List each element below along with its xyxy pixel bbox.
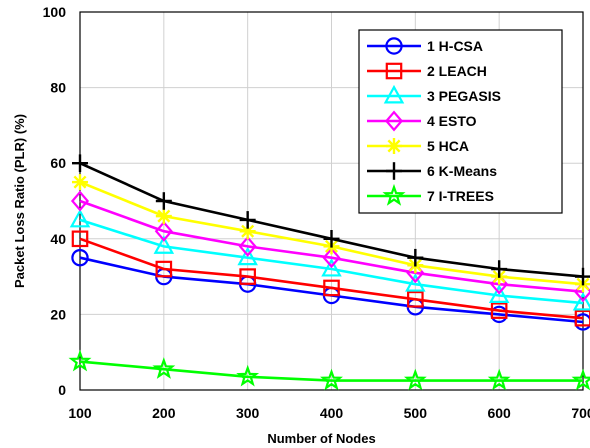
data-point [323, 230, 340, 248]
data-point [155, 192, 172, 210]
legend-label: 6 K-Means [427, 163, 497, 179]
data-point [407, 290, 424, 308]
x-axis-label: Number of Nodes [267, 431, 375, 446]
legend-marker [385, 62, 403, 80]
data-point [71, 230, 89, 248]
data-point [153, 235, 175, 254]
legend-item: 2 LEACH [367, 62, 487, 80]
x-tick-label: 700 [571, 405, 590, 421]
data-point [68, 349, 92, 372]
x-tick-label: 100 [68, 405, 92, 421]
data-point [407, 248, 424, 267]
legend-item: 5 HCA [367, 138, 469, 154]
legend-label: 1 H-CSA [427, 38, 483, 54]
data-point [491, 260, 508, 278]
series-line [79, 218, 584, 305]
legend-label: 2 LEACH [427, 63, 487, 79]
legend-item: 4 ESTO [367, 110, 477, 132]
data-point [239, 268, 256, 285]
data-point [71, 249, 89, 267]
data-point [488, 284, 510, 303]
y-tick-label: 80 [50, 80, 66, 96]
data-point [239, 211, 256, 229]
data-point [321, 257, 342, 277]
data-point [572, 291, 590, 311]
data-point [236, 364, 260, 387]
data-point [72, 154, 88, 172]
legend-marker [384, 110, 404, 132]
legend-label: 4 ESTO [427, 113, 477, 129]
data-point [238, 235, 257, 257]
data-point [69, 208, 91, 228]
legend-item: 3 PEGASIS [367, 84, 501, 104]
y-axis-label: Packet Loss Ratio (PLR) (%) [12, 114, 27, 288]
legend: 1 H-CSA 2 LEACH 3 PEGASIS 4 ESTO 5 HCA 6 K-Me… [358, 29, 563, 214]
series-k-means [72, 154, 590, 286]
x-tick-label: 300 [236, 405, 260, 421]
y-tick-label: 60 [50, 155, 66, 171]
y-tick-label: 0 [58, 382, 66, 398]
data-point [70, 190, 90, 212]
data-point [320, 368, 343, 391]
y-tick-label: 100 [43, 4, 67, 20]
legend-marker [386, 138, 402, 154]
data-point [487, 368, 511, 391]
data-point [155, 208, 172, 225]
y-tick-label: 40 [50, 231, 66, 247]
legend-item: 1 H-CSA [367, 37, 483, 55]
data-point [323, 279, 340, 297]
x-tick-label: 200 [152, 405, 176, 421]
legend-marker [383, 84, 405, 104]
data-point [403, 368, 427, 391]
series-line [79, 237, 584, 320]
legend-item: 6 K-Means [367, 162, 497, 180]
y-tick-label: 20 [50, 306, 66, 322]
series-layer [68, 154, 590, 391]
legend-marker [386, 162, 402, 180]
data-point [152, 357, 176, 379]
data-point [405, 273, 426, 292]
x-tick-label: 500 [404, 405, 428, 421]
legend-label: 3 PEGASIS [427, 88, 501, 104]
legend-item: 7 I-TREES [367, 183, 494, 206]
axis-ticks: 0 20 40 60 80 100 100 200 300 400 500 600 700 [43, 4, 590, 421]
data-point [490, 302, 508, 319]
data-point [574, 309, 590, 327]
data-point [72, 174, 88, 191]
series-line [79, 360, 583, 382]
data-point [322, 247, 341, 269]
legend-marker [382, 183, 406, 206]
data-point [571, 368, 590, 391]
series-i-trees [68, 349, 590, 391]
legend-label: 7 I-TREES [427, 188, 494, 204]
series-pegasis [69, 208, 590, 311]
data-point [575, 267, 590, 286]
data-point [155, 260, 173, 278]
series-leach [71, 230, 590, 327]
legend-marker [385, 37, 403, 55]
data-point [154, 220, 173, 242]
x-tick-label: 400 [320, 405, 344, 421]
legend-label: 5 HCA [427, 138, 469, 154]
data-point [237, 246, 258, 266]
x-tick-label: 600 [487, 405, 511, 421]
